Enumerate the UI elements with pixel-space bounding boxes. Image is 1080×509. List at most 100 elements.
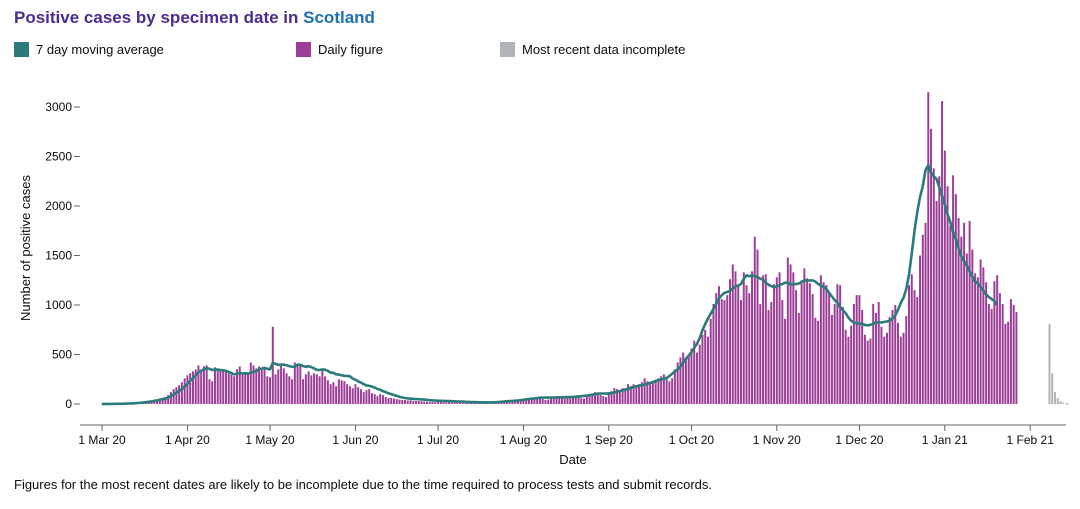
daily-bar <box>616 389 619 404</box>
daily-bar <box>291 379 294 404</box>
daily-bar <box>274 374 277 404</box>
daily-bar <box>671 378 674 404</box>
daily-bar <box>836 284 839 404</box>
daily-bar <box>899 336 902 404</box>
legend-item-moving-average[interactable]: 7 day moving average <box>14 42 164 57</box>
daily-bar <box>731 264 734 404</box>
x-axis-label: Date <box>559 452 586 467</box>
daily-bar <box>916 297 919 404</box>
daily-bar <box>976 277 979 404</box>
daily-bar <box>538 398 541 404</box>
daily-bar <box>161 397 164 404</box>
daily-bar <box>679 357 682 404</box>
daily-bar <box>640 382 643 404</box>
daily-bar <box>572 397 574 404</box>
daily-bar <box>786 257 789 404</box>
daily-bar <box>453 402 456 404</box>
daily-bar <box>569 398 572 404</box>
daily-bar <box>437 401 440 404</box>
daily-bar <box>839 285 842 404</box>
daily-bar <box>822 282 825 404</box>
daily-bar <box>996 275 999 404</box>
daily-bar <box>208 379 211 404</box>
daily-bar <box>409 400 412 404</box>
x-tick-label: 1 Nov 20 <box>753 433 801 447</box>
daily-bar <box>819 275 822 404</box>
daily-bar <box>167 395 170 404</box>
daily-bar <box>235 369 238 404</box>
daily-bar <box>164 397 167 404</box>
daily-bar <box>439 402 442 404</box>
chart-legend: 7 day moving average Daily figure Most r… <box>14 42 1064 62</box>
daily-bar <box>784 318 787 404</box>
daily-bar <box>638 384 641 404</box>
daily-bar <box>348 386 351 404</box>
legend-swatch-incomplete <box>500 42 515 57</box>
daily-bar <box>445 402 448 404</box>
daily-bar <box>530 399 533 404</box>
x-tick-label: 1 Aug 20 <box>500 433 548 447</box>
area-link[interactable]: Scotland <box>303 8 375 27</box>
daily-bar <box>852 304 855 404</box>
daily-bar <box>431 402 434 404</box>
daily-bar <box>326 380 329 404</box>
daily-bar <box>651 382 654 404</box>
daily-bar <box>180 382 183 404</box>
daily-bar <box>381 395 384 404</box>
daily-bar <box>932 168 935 404</box>
daily-bar <box>505 401 508 404</box>
daily-bar <box>1007 321 1010 404</box>
daily-bar <box>990 308 993 404</box>
daily-bar <box>908 285 911 404</box>
daily-bar <box>191 371 194 404</box>
daily-bar <box>781 300 784 404</box>
daily-bar <box>285 373 288 404</box>
daily-bar <box>395 399 398 404</box>
daily-bar <box>213 367 216 404</box>
daily-bar <box>310 375 313 404</box>
daily-bar <box>450 402 453 404</box>
daily-bar <box>993 281 996 404</box>
daily-bar <box>205 365 208 404</box>
daily-bar <box>357 387 360 404</box>
daily-bar <box>525 398 528 404</box>
legend-swatch-average <box>14 42 29 57</box>
daily-bar <box>910 274 913 404</box>
daily-bar <box>660 376 663 404</box>
daily-bar <box>202 366 205 404</box>
daily-bar <box>343 381 346 404</box>
daily-bar <box>717 286 720 404</box>
daily-bar <box>329 384 332 404</box>
daily-bar <box>461 402 464 404</box>
daily-bar <box>742 272 745 404</box>
daily-bar <box>698 344 701 404</box>
daily-bar <box>318 376 321 404</box>
daily-bar <box>324 376 327 404</box>
moving-average-series <box>102 164 999 406</box>
daily-bar <box>404 400 406 404</box>
daily-bar <box>169 392 172 404</box>
legend-label-average: 7 day moving average <box>36 42 164 57</box>
daily-bar <box>522 399 525 404</box>
legend-item-incomplete[interactable]: Most recent data incomplete <box>500 42 685 57</box>
daily-bar <box>315 374 318 404</box>
incomplete-bar <box>1051 373 1054 404</box>
daily-bar <box>701 334 704 404</box>
daily-bar <box>1012 305 1015 404</box>
daily-bar <box>583 398 586 404</box>
daily-bar <box>720 299 723 404</box>
daily-bar <box>376 396 379 404</box>
daily-bar <box>863 334 866 404</box>
daily-bar <box>189 373 192 404</box>
legend-item-daily-figure[interactable]: Daily figure <box>296 42 383 57</box>
daily-bar <box>778 272 781 404</box>
daily-bar <box>172 389 175 404</box>
daily-bar <box>789 264 792 404</box>
daily-bar <box>249 362 252 404</box>
daily-bar <box>891 309 894 404</box>
daily-bar <box>527 398 530 404</box>
daily-bar <box>833 304 836 404</box>
daily-bar <box>649 384 652 404</box>
daily-bar <box>847 336 850 404</box>
daily-bar <box>464 402 467 404</box>
